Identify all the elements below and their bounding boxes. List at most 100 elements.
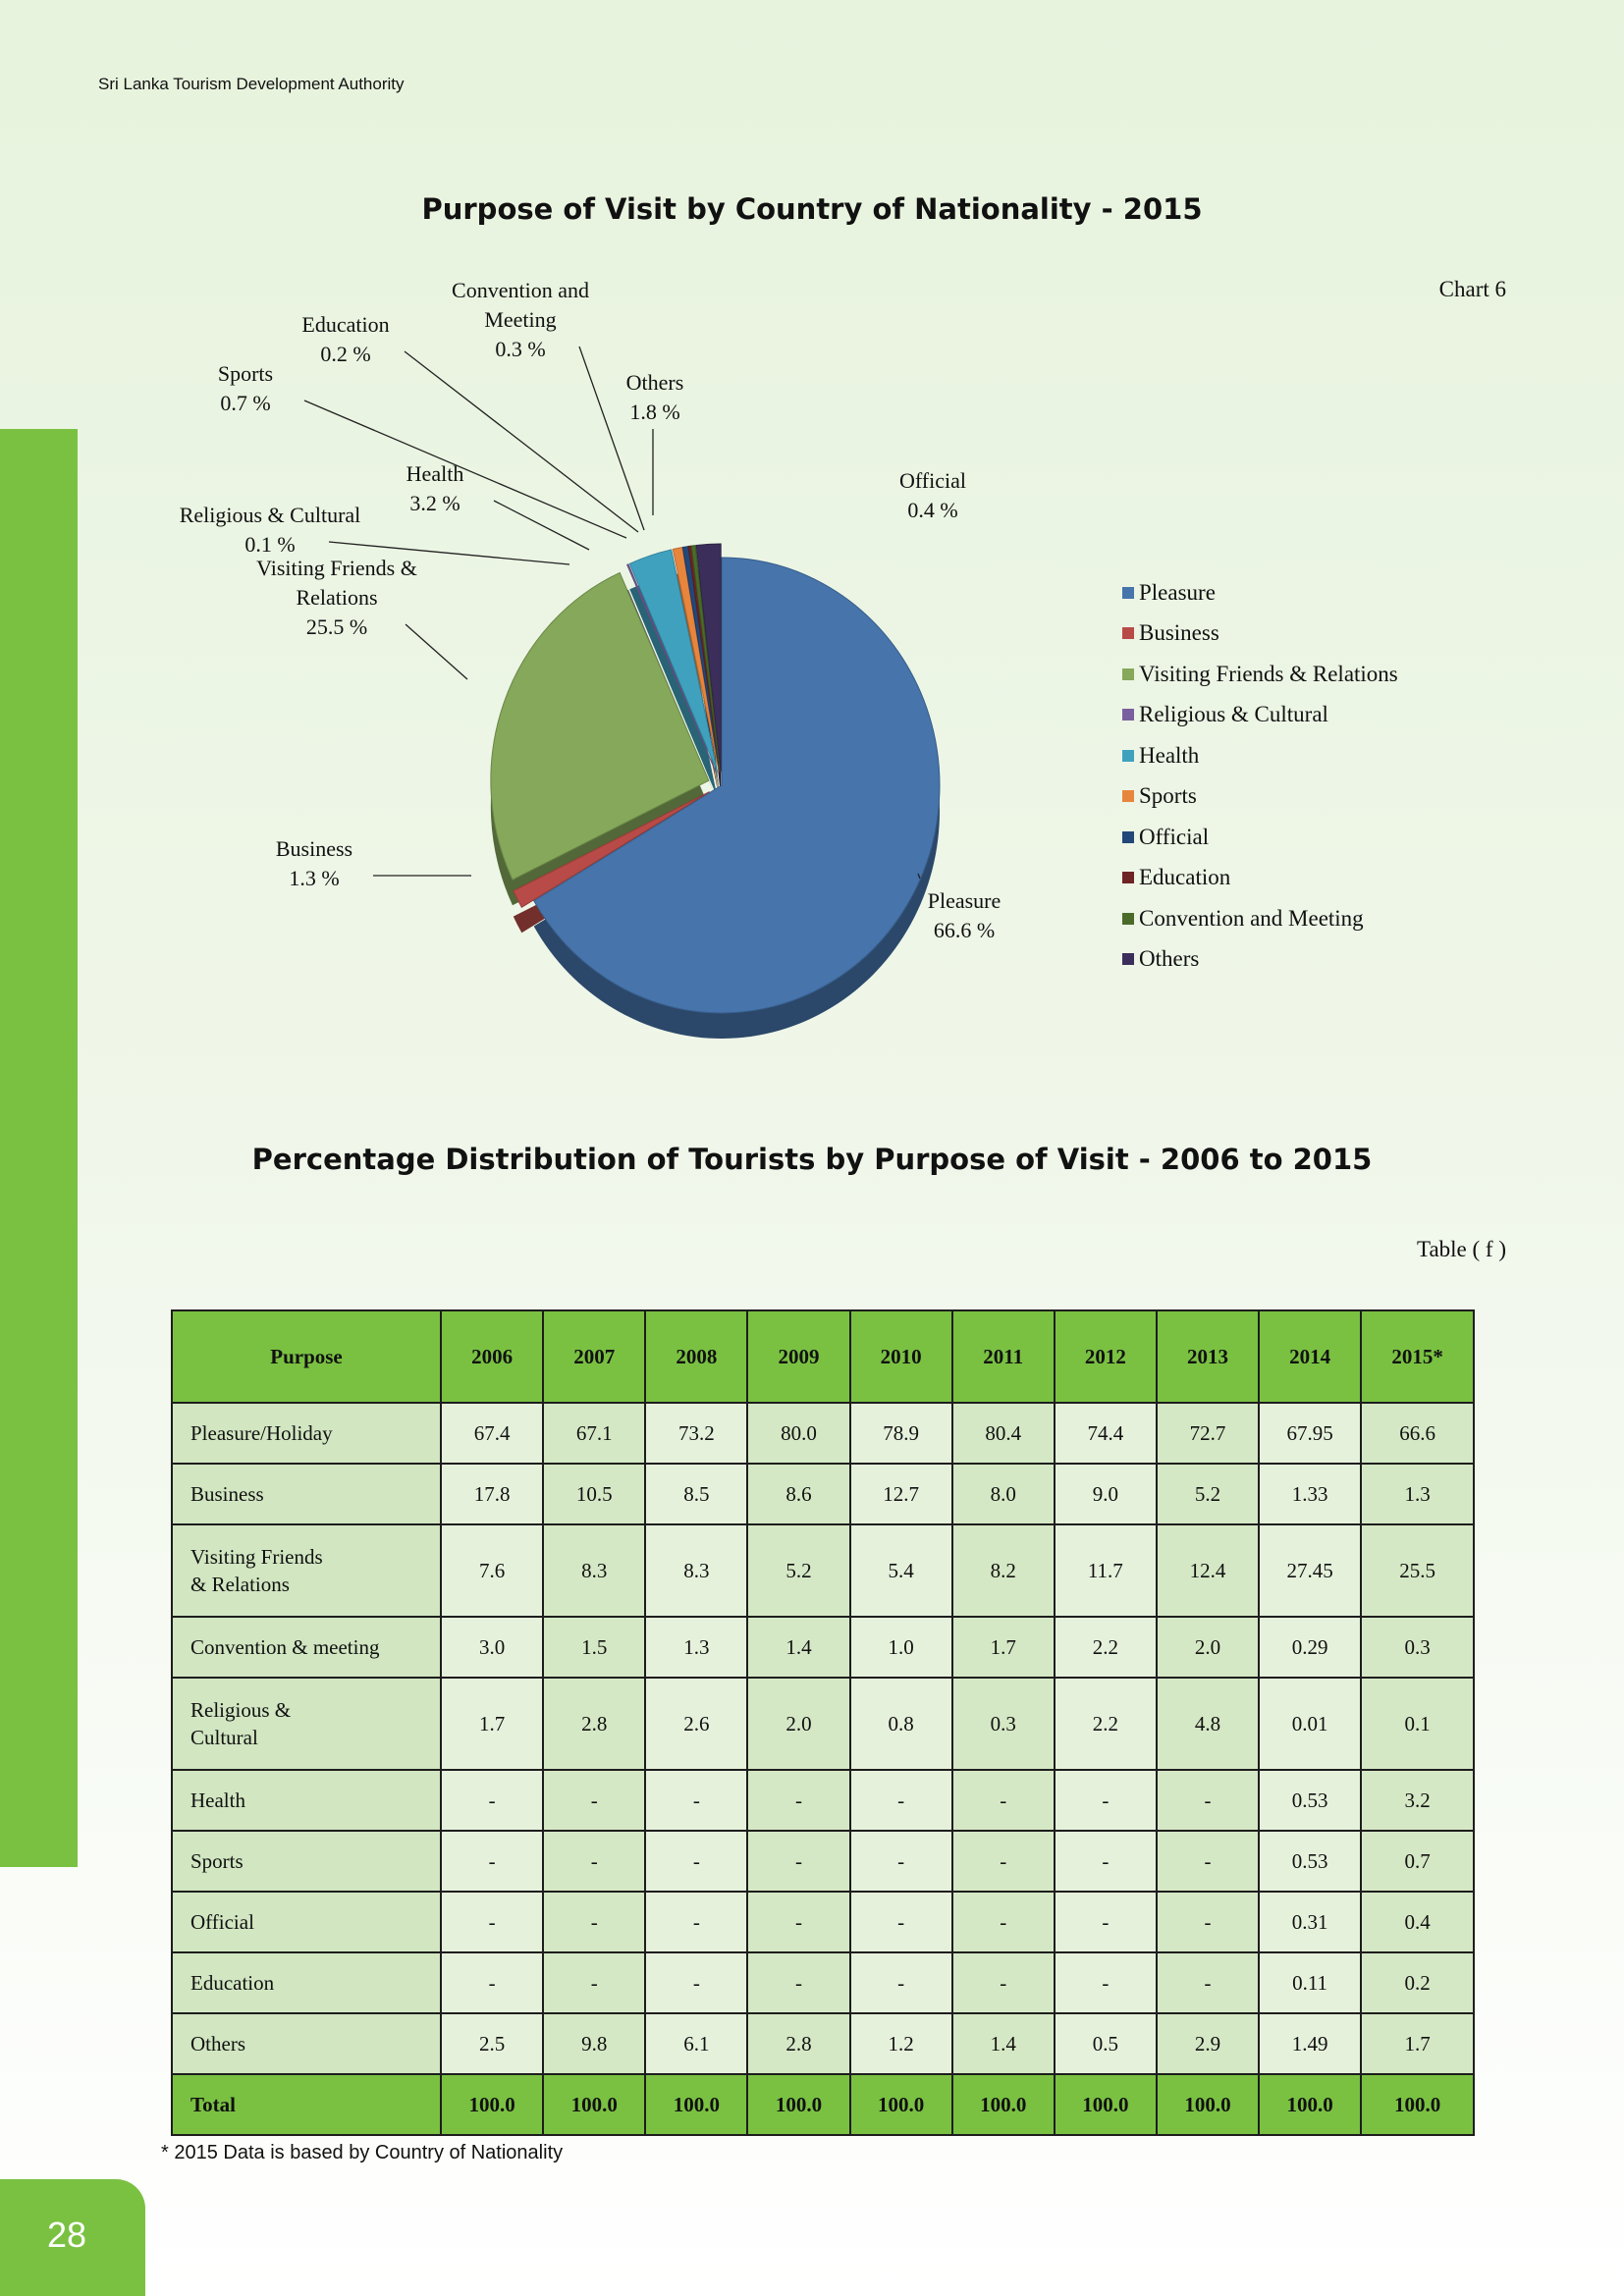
table-row: Health - - - - - - - -0.53 3.2 — [171, 1769, 1475, 1832]
table-cell: 0.3 — [950, 1677, 1056, 1771]
table-cell: 67.4 — [439, 1402, 545, 1465]
legend-item-others: Others — [1122, 939, 1398, 981]
side-accent-bar — [0, 429, 78, 1867]
row-purpose: Business — [171, 1463, 442, 1525]
table-cell: 27.45 — [1257, 1523, 1363, 1618]
table-cell: 72.7 — [1155, 1402, 1261, 1465]
table-cell: - — [439, 1951, 545, 2014]
table-cell: 0.2 — [1360, 1951, 1475, 2014]
table-cell: 3.2 — [1360, 1769, 1475, 1832]
table-cell: - — [746, 1951, 851, 2014]
table-cell: - — [746, 1830, 851, 1893]
row-purpose: Health — [171, 1769, 442, 1832]
legend-label: Business — [1139, 620, 1219, 646]
table-cell: - — [542, 1951, 647, 2014]
table-cell: 5.4 — [848, 1523, 953, 1618]
table-cell: - — [950, 1891, 1056, 1953]
table-cell: 0.4 — [1360, 1891, 1475, 1953]
table-cell: 1.3 — [1360, 1463, 1475, 1525]
table-cell: 1.3 — [644, 1616, 749, 1679]
data-label-pleasure: Pleasure 66.6 % — [928, 888, 1001, 942]
legend-swatch — [1122, 830, 1134, 843]
table-cell: 100.0 — [439, 2073, 545, 2136]
pie-slice-pleasure — [533, 557, 941, 1014]
table-cell: 100.0 — [542, 2073, 647, 2136]
table-cell: 0.29 — [1257, 1616, 1363, 1679]
legend-swatch — [1122, 953, 1134, 966]
table-cell: 9.0 — [1053, 1463, 1158, 1525]
table-cell: 0.8 — [848, 1677, 953, 1771]
table-cell: 8.5 — [644, 1463, 749, 1525]
legend-item-sports: Sports — [1122, 776, 1398, 818]
legend-label: Religious & Cultural — [1139, 702, 1328, 727]
table-cell: 0.5 — [1053, 2012, 1158, 2075]
table-cell: - — [439, 1769, 545, 1832]
table-cell: 0.31 — [1257, 1891, 1363, 1953]
table-cell: - — [950, 1830, 1056, 1893]
column-header-year: 2014 — [1257, 1309, 1363, 1404]
column-header-year: 2011 — [950, 1309, 1056, 1404]
table-cell: - — [848, 1891, 953, 1953]
leader-line-health — [493, 500, 590, 551]
header-organization: Sri Lanka Tourism Development Authority — [98, 75, 405, 93]
column-header-year: 2006 — [439, 1309, 545, 1404]
table-row: Pleasure/Holiday 67.4 67.1 73.2 80.0 78.9 80.4… — [171, 1402, 1475, 1465]
row-purpose: Official — [171, 1891, 442, 1953]
table-cell: - — [1053, 1830, 1158, 1893]
table-cell: 5.2 — [1155, 1463, 1261, 1525]
table-cell: 0.7 — [1360, 1830, 1475, 1893]
table-cell: 1.7 — [1360, 2012, 1475, 2075]
table-title: Percentage Distribution of Tourists by P… — [251, 1143, 1373, 1176]
column-header-year: 2010 — [848, 1309, 953, 1404]
table-cell: 9.8 — [542, 2012, 647, 2075]
column-header-year: 2009 — [746, 1309, 851, 1404]
table-cell: - — [542, 1891, 647, 1953]
table-cell: - — [746, 1769, 851, 1832]
legend-swatch — [1122, 627, 1134, 640]
table-cell: 7.6 — [439, 1523, 545, 1618]
table-cell: 12.7 — [848, 1463, 953, 1525]
column-header-purpose: Purpose — [171, 1309, 442, 1404]
legend-item-education: Education — [1122, 858, 1398, 899]
pie-slice-convention-and-meeting — [690, 545, 721, 773]
table-cell: 2.0 — [1155, 1616, 1261, 1679]
legend-swatch — [1122, 912, 1134, 925]
table-cell: 1.4 — [950, 2012, 1056, 2075]
table-cell: - — [644, 1951, 749, 2014]
table-cell: 8.3 — [542, 1523, 647, 1618]
table-cell: - — [1155, 1951, 1261, 2014]
legend-label: Convention and Meeting — [1139, 905, 1364, 931]
table-cell: - — [1053, 1769, 1158, 1832]
table-cell: 0.3 — [1360, 1616, 1475, 1679]
table-cell: 6.1 — [644, 2012, 749, 2075]
table-cell: 8.0 — [950, 1463, 1056, 1525]
table-cell: 1.7 — [439, 1677, 545, 1771]
table-cell: - — [746, 1891, 851, 1953]
table-cell: - — [848, 1769, 953, 1832]
table-cell: - — [644, 1769, 749, 1832]
table-cell: - — [644, 1830, 749, 1893]
leader-line-pleasure — [917, 873, 921, 880]
legend-swatch — [1122, 749, 1134, 762]
leader-line-sports — [303, 400, 627, 539]
data-label-health: Health 3.2 % — [406, 461, 464, 515]
legend-item-visiting-friends-relations: Visiting Friends & Relations — [1122, 654, 1398, 695]
legend-swatch — [1122, 709, 1134, 721]
table-footnote: * 2015 Data is based by Country of Natio… — [161, 2142, 564, 2163]
table-cell: - — [950, 1769, 1056, 1832]
table-cell: 8.6 — [746, 1463, 851, 1525]
pie-slice-business — [513, 791, 710, 908]
column-header-year: 2007 — [542, 1309, 647, 1404]
table-reference: Table ( f ) — [1417, 1237, 1506, 1261]
table-cell: 1.49 — [1257, 2012, 1363, 2075]
table-cell: 1.5 — [542, 1616, 647, 1679]
legend-item-convention-and-meeting: Convention and Meeting — [1122, 898, 1398, 939]
table-cell: 80.4 — [950, 1402, 1056, 1465]
table-cell: 74.4 — [1053, 1402, 1158, 1465]
legend-swatch — [1122, 586, 1134, 599]
table-cell: 0.11 — [1257, 1951, 1363, 2014]
legend-item-religious-cultural: Religious & Cultural — [1122, 695, 1398, 736]
table-cell: 2.2 — [1053, 1616, 1158, 1679]
pie-slice-religious-cultural — [626, 563, 717, 774]
table-cell: 100.0 — [1155, 2073, 1261, 2136]
